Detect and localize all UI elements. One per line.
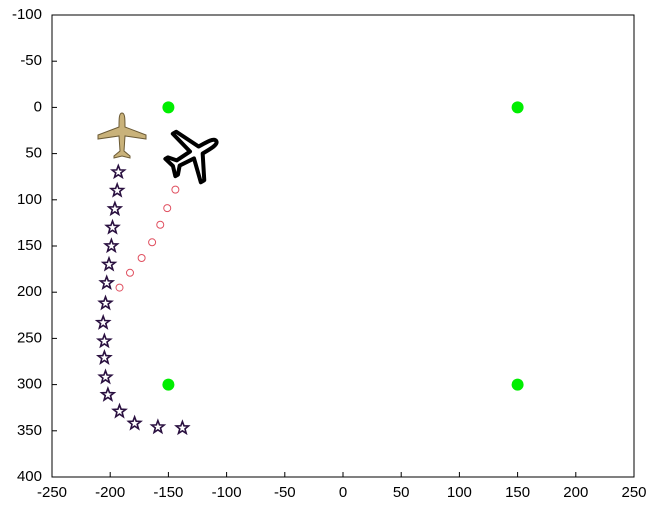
point	[149, 418, 167, 435]
x-tick-label: 100	[447, 484, 472, 501]
x-tick-label: -150	[153, 484, 183, 501]
y-tick-label: 150	[17, 237, 42, 254]
point	[109, 163, 127, 180]
y-tick-label: 50	[25, 145, 42, 162]
point	[126, 414, 143, 431]
point	[108, 181, 126, 198]
airplane-icon	[163, 129, 219, 185]
y-tick-label: 200	[17, 283, 42, 300]
point	[102, 237, 120, 254]
point	[98, 274, 116, 291]
y-tick-label: 100	[17, 191, 42, 208]
airplane-icon	[97, 112, 147, 159]
point	[115, 283, 124, 292]
point	[106, 200, 124, 217]
y-tick-label: 250	[17, 329, 42, 346]
y-tick-label: 350	[17, 422, 42, 439]
point	[171, 185, 180, 194]
point	[95, 349, 113, 365]
point	[162, 378, 175, 391]
point	[162, 101, 175, 114]
point	[125, 268, 134, 277]
x-tick-label: 150	[505, 484, 530, 501]
x-tick-label: 50	[393, 484, 410, 501]
x-tick-label: 0	[339, 484, 347, 501]
x-tick-label: 250	[621, 484, 646, 501]
x-tick-label: -50	[274, 484, 296, 501]
point	[99, 386, 117, 402]
point	[111, 402, 128, 419]
point	[511, 378, 524, 391]
point	[95, 332, 113, 349]
point	[97, 294, 114, 311]
point	[163, 204, 172, 213]
point	[511, 101, 524, 114]
y-tick-label: 300	[17, 376, 42, 393]
point	[156, 220, 165, 229]
y-tick-label: -50	[20, 52, 42, 69]
y-tick-label: 0	[34, 98, 42, 115]
point	[97, 368, 114, 385]
y-tick-label: -100	[12, 6, 42, 23]
x-tick-label: 200	[563, 484, 588, 501]
point	[94, 313, 112, 330]
plot-frame	[51, 14, 635, 478]
y-tick-label: 400	[17, 468, 42, 485]
point	[174, 419, 191, 436]
point	[104, 218, 121, 235]
point	[148, 238, 157, 247]
x-tick-label: -250	[37, 484, 67, 501]
x-tick-label: -200	[95, 484, 125, 501]
x-tick-label: -100	[212, 484, 242, 501]
point	[100, 255, 118, 272]
point	[137, 254, 146, 263]
